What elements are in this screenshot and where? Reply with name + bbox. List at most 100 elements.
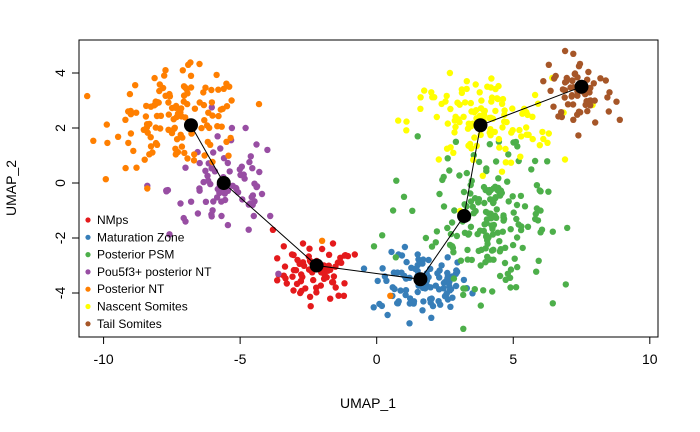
point-pou5f3-posterior-nt [249, 165, 256, 172]
point-posterior-psm [489, 231, 497, 238]
point-posterior-psm [538, 226, 546, 233]
point-pou5f3-posterior-nt [224, 159, 231, 167]
point-posterior-nt [144, 185, 151, 192]
point-maturation-zone [444, 254, 451, 261]
point-nascent-somites [466, 140, 474, 148]
point-maturation-zone [414, 251, 421, 258]
point-posterior-psm [490, 199, 497, 206]
point-nmps [294, 256, 301, 264]
point-nascent-somites [561, 156, 569, 163]
point-maturation-zone [402, 291, 409, 299]
point-nascent-somites [544, 139, 551, 146]
point-posterior-psm [484, 253, 491, 260]
point-posterior-nt [130, 147, 137, 155]
point-tail-somites [568, 92, 576, 99]
point-posterior-psm [504, 178, 511, 185]
point-nmps [332, 284, 339, 291]
point-posterior-psm [537, 207, 544, 214]
point-posterior-psm [507, 226, 514, 233]
point-posterior-psm [497, 187, 505, 194]
point-nascent-somites [502, 145, 509, 153]
point-posterior-nt [162, 67, 169, 74]
point-posterior-nt [225, 152, 232, 159]
point-posterior-psm [513, 234, 521, 241]
point-posterior-psm [524, 223, 532, 230]
point-posterior-nt [226, 83, 233, 90]
point-nascent-somites [502, 159, 509, 166]
point-posterior-psm [463, 169, 470, 177]
point-posterior-psm [514, 263, 521, 271]
point-posterior-nt [177, 131, 184, 138]
point-posterior-psm [488, 247, 496, 254]
point-posterior-nt [147, 134, 154, 141]
point-nascent-somites [523, 124, 530, 131]
point-posterior-nt [153, 141, 161, 148]
point-nmps [307, 303, 314, 310]
point-tail-somites [561, 47, 569, 55]
point-pou5f3-posterior-nt [187, 198, 195, 205]
x-axis: -10 -5 0 5 10 [93, 337, 658, 367]
point-posterior-nt [104, 139, 111, 147]
point-maturation-zone [435, 298, 442, 305]
point-nascent-somites [499, 124, 506, 131]
point-nmps [274, 277, 281, 284]
point-nmps [290, 266, 298, 274]
point-nascent-somites [509, 127, 516, 134]
x-tick-label: 5 [509, 351, 517, 367]
point-posterior-psm [504, 270, 511, 277]
point-tail-somites [585, 68, 592, 76]
point-nascent-somites [487, 126, 494, 133]
point-nmps [329, 279, 336, 286]
point-nascent-somites [498, 168, 506, 175]
point-nascent-somites [488, 94, 496, 101]
point-pou5f3-posterior-nt [200, 178, 207, 186]
point-nmps [280, 272, 287, 279]
point-posterior-psm [456, 172, 463, 179]
point-pou5f3-posterior-nt [241, 175, 248, 182]
point-maturation-zone [419, 307, 426, 314]
point-posterior-nt [146, 120, 153, 128]
point-maturation-zone [427, 284, 434, 291]
point-nascent-somites [479, 172, 486, 179]
point-posterior-nt [84, 92, 91, 100]
point-nascent-somites [446, 69, 454, 77]
legend-item: NMps [85, 213, 128, 227]
point-tail-somites [597, 75, 604, 82]
point-maturation-zone [406, 320, 413, 327]
point-maturation-zone [394, 269, 401, 276]
point-nmps [327, 266, 334, 273]
point-nmps [269, 226, 277, 233]
point-maturation-zone [436, 267, 443, 274]
point-posterior-nt [114, 133, 122, 140]
point-posterior-nt [133, 164, 140, 171]
point-nascent-somites [450, 149, 457, 156]
point-nmps [313, 289, 320, 296]
point-nascent-somites [472, 107, 480, 114]
point-pou5f3-posterior-nt [196, 185, 203, 192]
point-tail-somites [605, 108, 612, 115]
point-posterior-psm [475, 196, 483, 203]
point-posterior-psm [492, 158, 500, 165]
point-nascent-somites [470, 156, 477, 164]
x-axis-label: UMAP_1 [340, 395, 396, 411]
point-maturation-zone [376, 300, 383, 308]
point-nmps [298, 271, 305, 278]
point-posterior-nt [223, 103, 231, 110]
point-posterior-psm [446, 167, 453, 174]
point-nascent-somites [451, 129, 458, 136]
point-tail-somites [551, 75, 558, 82]
point-posterior-nt [215, 112, 222, 120]
point-tail-somites [584, 107, 591, 115]
point-pou5f3-posterior-nt [217, 145, 224, 152]
point-maturation-zone [447, 285, 455, 293]
point-nascent-somites [476, 89, 483, 96]
point-posterior-psm [499, 228, 506, 235]
point-tail-somites [559, 86, 567, 93]
point-posterior-psm [549, 228, 556, 235]
point-posterior-psm [460, 291, 467, 299]
point-posterior-nt [207, 141, 214, 148]
point-tail-somites [591, 97, 598, 104]
point-posterior-psm [485, 210, 492, 217]
point-maturation-zone [436, 274, 443, 281]
